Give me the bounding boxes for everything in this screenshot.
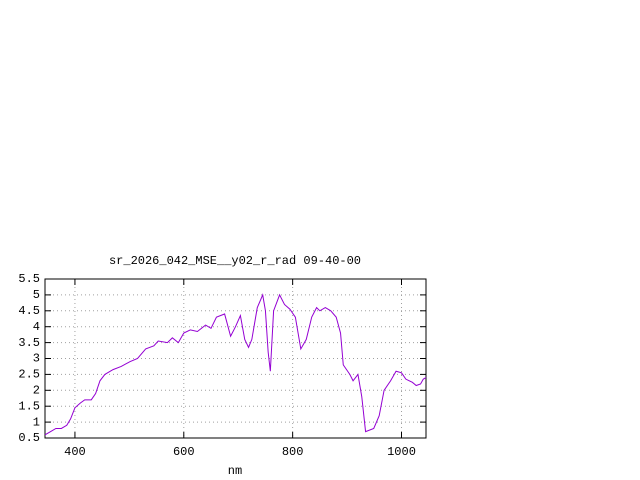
y-tick-label: 1.5: [18, 399, 40, 413]
y-tick-label: 2: [33, 383, 40, 397]
y-tick-label: 4: [33, 320, 40, 334]
x-tick-label: 400: [64, 445, 86, 459]
y-tick-label: 1: [33, 415, 40, 429]
x-tick-label: 1000: [387, 445, 416, 459]
chart-title: sr_2026_042_MSE__y02_r_rad 09-40-00: [109, 254, 361, 268]
y-tick-label: 4.5: [18, 304, 40, 318]
y-tick-label: 5: [33, 288, 40, 302]
x-tick-label: 800: [282, 445, 304, 459]
plot-frame: [44, 278, 427, 439]
y-tick-label: 3.5: [18, 336, 40, 350]
y-tick-label: 0.5: [18, 431, 40, 445]
y-tick-label: 3: [33, 352, 40, 366]
x-tick-label: 600: [173, 445, 195, 459]
y-tick-label: 2.5: [18, 368, 40, 382]
x-axis-label: nm: [228, 464, 242, 478]
y-tick-label: 5.5: [18, 272, 40, 286]
data-line: [44, 293, 427, 436]
